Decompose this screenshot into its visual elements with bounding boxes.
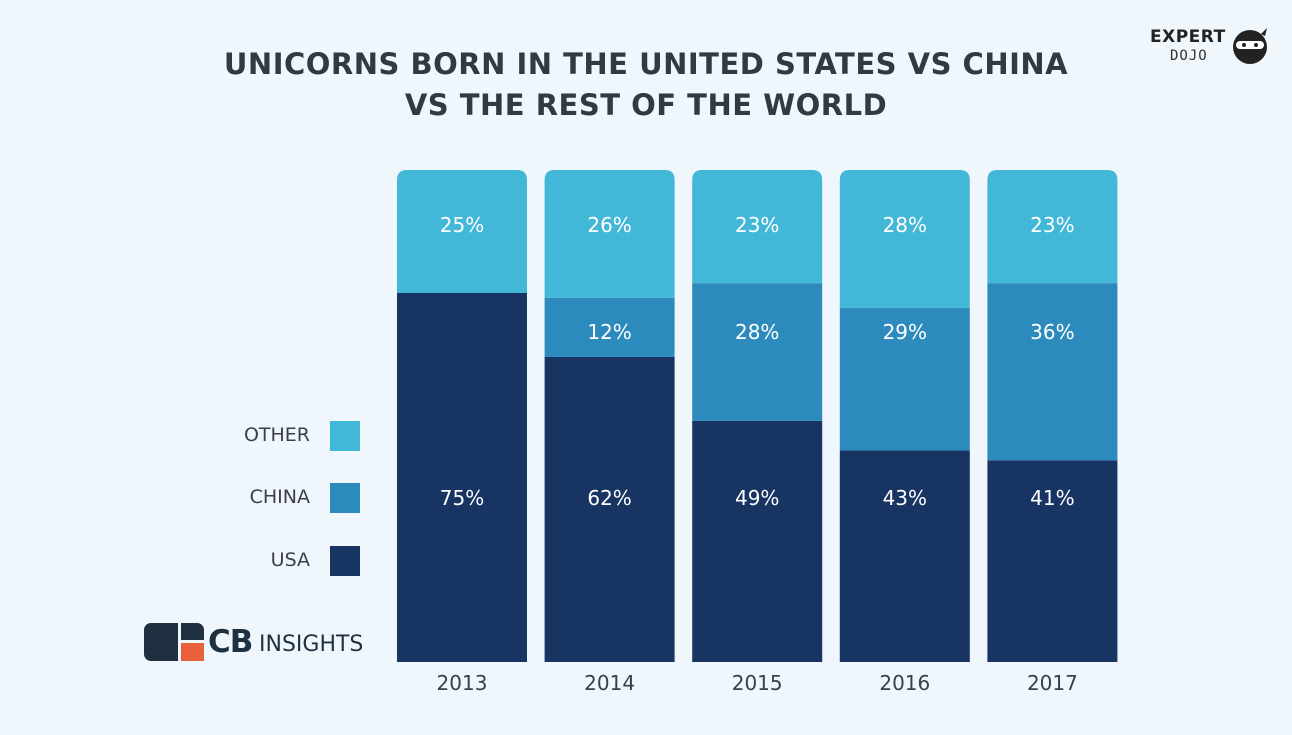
cb-insights-logo: CB INSIGHTS: [144, 622, 364, 664]
bar-china-2014: [544, 297, 675, 357]
value-label-usa-2017: 41%: [1030, 486, 1074, 510]
bar-usa-2015: [692, 420, 823, 662]
chart-title-line-1: UNICORNS BORN IN THE UNITED STATES VS CH…: [223, 47, 1069, 81]
bar-usa-2016: [839, 450, 970, 662]
value-label-usa-2014: 62%: [587, 486, 631, 510]
expert-dojo-logo: EXPERT DOJO: [1150, 24, 1270, 74]
cb-insights-logo-insights: INSIGHTS: [259, 632, 364, 657]
x-tick-label-2015: 2015: [732, 671, 783, 695]
value-label-china-2014: 12%: [587, 320, 631, 344]
value-label-other-2017: 23%: [1030, 213, 1074, 237]
value-label-usa-2016: 43%: [883, 486, 927, 510]
value-label-china-2016: 29%: [883, 320, 927, 344]
bar-china-2016: [839, 307, 970, 451]
legend-label-other: OTHER: [243, 424, 310, 446]
legend-swatch-china: [330, 483, 360, 513]
expert-dojo-logo-word-1: EXPERT: [1150, 27, 1226, 47]
bar-usa-2013: [397, 293, 527, 662]
legend-label-china: CHINA: [249, 486, 310, 508]
ninja-icon: [1233, 28, 1267, 64]
bar-other-2016: [839, 170, 970, 308]
value-label-china-2015: 28%: [735, 320, 779, 344]
expert-dojo-logo-word-2: DOJO: [1170, 48, 1208, 64]
chart-title: UNICORNS BORN IN THE UNITED STATES VS CH…: [0, 44, 1292, 126]
x-tick-label-2014: 2014: [584, 671, 635, 695]
cb-insights-mark-icon: [144, 623, 204, 661]
value-label-usa-2015: 49%: [735, 486, 779, 510]
bar-other-2013: [397, 170, 527, 293]
bar-other-2017: [987, 170, 1118, 284]
value-label-other-2013: 25%: [440, 213, 484, 237]
bar-china-2015: [692, 283, 823, 421]
bar-usa-2017: [987, 460, 1118, 662]
value-label-usa-2013: 75%: [440, 486, 484, 510]
bar-other-2015: [692, 170, 823, 284]
bar-usa-2014: [544, 356, 675, 662]
x-tick-label-2013: 2013: [437, 671, 488, 695]
bar-other-2014: [544, 170, 675, 298]
legend-swatch-other: [330, 421, 360, 451]
x-tick-label-2016: 2016: [879, 671, 930, 695]
cb-insights-logo-cb: CB: [208, 624, 253, 660]
legend-swatch-usa: [330, 546, 360, 576]
x-tick-label-2017: 2017: [1027, 671, 1078, 695]
legend-label-usa: USA: [270, 549, 310, 571]
value-label-china-2017: 36%: [1030, 320, 1074, 344]
bar-china-2017: [987, 283, 1118, 461]
value-label-other-2016: 28%: [883, 213, 927, 237]
value-label-other-2014: 26%: [587, 213, 631, 237]
chart-title-line-2: VS THE REST OF THE WORLD: [404, 88, 888, 122]
value-label-other-2015: 23%: [735, 213, 779, 237]
